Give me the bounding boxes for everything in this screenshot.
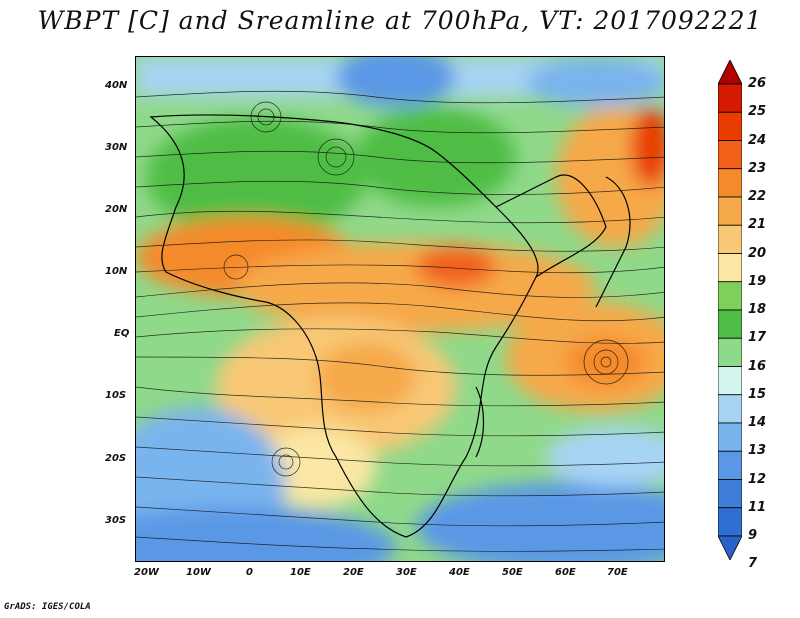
colorbar-segment — [718, 450, 742, 480]
colorbar-label: 26 — [748, 76, 767, 91]
colorbar-label: 11 — [748, 499, 767, 515]
colorbar-segment — [718, 507, 742, 537]
map-plot — [135, 56, 665, 562]
wbpt-field — [136, 57, 664, 561]
lat-label-30s: 30S — [105, 515, 127, 526]
colorbar-label: 15 — [748, 386, 767, 402]
colorbar-segment — [718, 394, 742, 424]
colorbar-segment — [718, 309, 742, 339]
colorbar-segment — [718, 196, 742, 226]
map-title: WBPT [C] and Sreamline at 700hPa, VT: 20… — [37, 6, 763, 35]
lat-label-20s: 20S — [105, 453, 127, 464]
colorbar-label: 21 — [748, 217, 767, 233]
coastlines — [149, 114, 631, 538]
colorbar-segment — [718, 479, 742, 509]
colorbar-label: 17 — [748, 330, 767, 346]
colorbar-label: 18 — [748, 302, 767, 317]
colorbar-label: 9 — [748, 528, 758, 543]
streamlines — [136, 90, 664, 552]
lon-label-20w: 20W — [134, 567, 159, 578]
lon-label-20e: 20E — [343, 567, 364, 578]
colorbar-segment — [718, 422, 742, 452]
lon-label-50e: 50E — [502, 567, 523, 578]
lat-label-10n: 10N — [105, 266, 128, 277]
lat-label-30n: 30N — [105, 142, 128, 153]
colorbar-label: 25 — [748, 104, 767, 120]
lon-label-10e: 10E — [290, 567, 311, 578]
temperature-shading — [136, 57, 664, 561]
colorbar-segment — [718, 140, 742, 170]
lon-label-10w: 10W — [186, 567, 211, 578]
colorbar-label: 16 — [748, 358, 767, 374]
colorbar — [718, 60, 742, 560]
colorbar-label: 24 — [748, 132, 767, 148]
lon-label-40e: 40E — [449, 567, 470, 578]
lon-label-0: 0 — [246, 567, 253, 578]
colorbar-label: 22 — [748, 189, 767, 204]
colorbar-label: 14 — [748, 415, 767, 430]
colorbar-label: 23 — [748, 160, 767, 176]
colorbar-segment — [718, 83, 742, 113]
lat-label-40n: 40N — [105, 80, 128, 91]
colorbar-label: 12 — [748, 471, 767, 487]
colorbar-segment — [718, 281, 742, 311]
lon-label-30e: 30E — [396, 567, 417, 578]
grads-credit: GrADS: IGES/COLA — [4, 602, 91, 612]
colorbar-label: 19 — [748, 273, 767, 289]
lat-label-eq: EQ — [114, 328, 130, 339]
colorbar-top-arrow — [718, 60, 742, 85]
colorbar-segment — [718, 224, 742, 254]
lat-label-10s: 10S — [105, 390, 127, 401]
colorbar-segment — [718, 337, 742, 367]
lon-label-70e: 70E — [607, 567, 628, 578]
colorbar-label: 20 — [748, 245, 767, 261]
colorbar-label: 7 — [748, 556, 758, 572]
colorbar-label: 13 — [748, 443, 767, 459]
colorbar-segment — [718, 253, 742, 283]
colorbar-segment — [718, 366, 742, 396]
colorbar-segment — [718, 168, 742, 198]
lat-label-20n: 20N — [105, 204, 128, 215]
colorbar-segment — [718, 111, 742, 141]
lon-label-60e: 60E — [555, 567, 576, 578]
colorbar-bottom-arrow — [718, 535, 742, 560]
